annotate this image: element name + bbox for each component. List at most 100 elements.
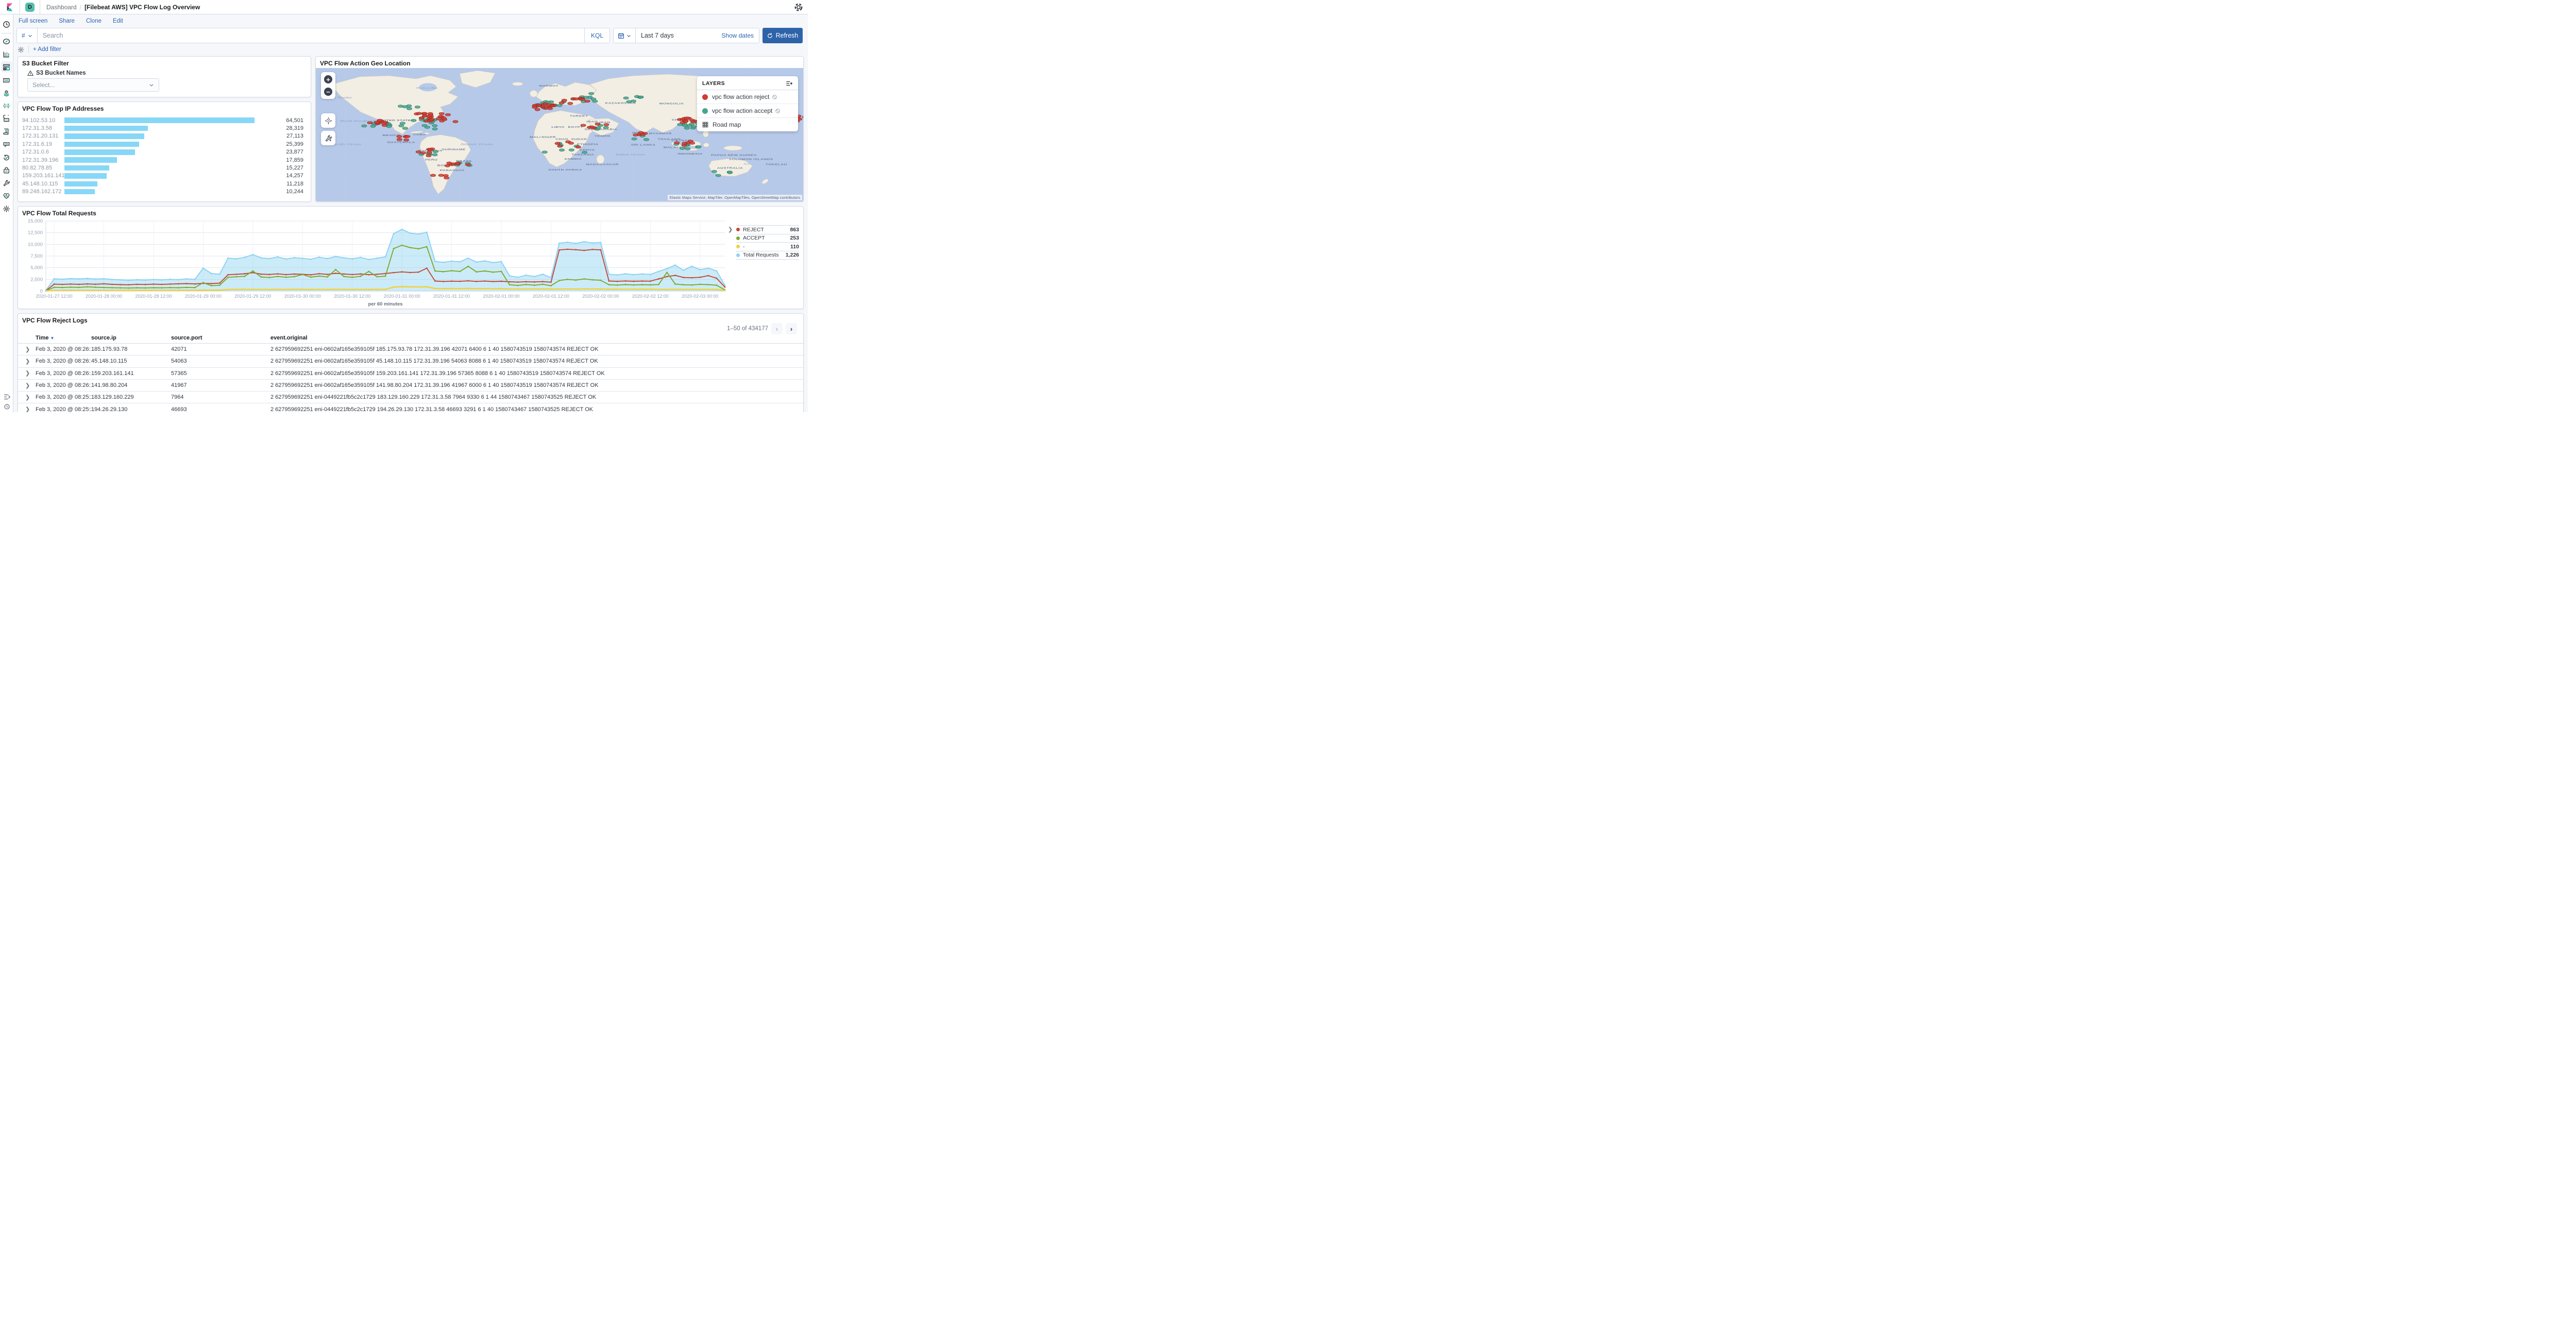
reject-dot[interactable] (682, 142, 688, 145)
show-dates-button[interactable]: Show dates (721, 32, 754, 39)
accept-dot[interactable] (588, 92, 595, 95)
sidebar-item-machine-learning[interactable] (1, 100, 12, 111)
ip-bar[interactable] (64, 181, 98, 187)
space-avatar[interactable]: D (25, 2, 35, 12)
ip-bar[interactable] (64, 117, 255, 123)
table-row[interactable]: ❯ Feb 3, 2020 @ 08:26:14.000185.175.93.78… (18, 344, 803, 356)
accept-dot[interactable] (411, 118, 417, 122)
reject-dot[interactable] (415, 150, 421, 154)
ip-bar[interactable] (64, 149, 135, 155)
menu-link-share[interactable]: Share (59, 18, 75, 24)
legend-item-reject[interactable]: REJECT 863 (736, 225, 799, 234)
breadcrumb-dashboard[interactable]: Dashboard (46, 3, 77, 11)
sidebar-item-management[interactable] (1, 203, 12, 214)
reject-dot[interactable] (420, 151, 427, 155)
reject-dot[interactable] (421, 112, 428, 115)
reject-dot[interactable] (367, 121, 373, 125)
sidebar-item-stack-monitoring[interactable] (1, 190, 12, 201)
accept-dot[interactable] (398, 124, 404, 128)
reject-dot[interactable] (377, 118, 383, 122)
reject-dot[interactable] (567, 101, 573, 105)
world-map[interactable]: Pacific Ocean Atlantic Ocean Indian Ocean H… (316, 68, 803, 201)
accept-dot[interactable] (631, 137, 637, 141)
accept-dot[interactable] (643, 138, 650, 141)
add-filter-button[interactable]: + Add filter (33, 46, 61, 53)
accept-dot[interactable] (432, 153, 438, 157)
legend-item-total-requests[interactable]: Total Requests 1,226 (736, 250, 799, 260)
refresh-button[interactable]: Refresh (762, 28, 803, 43)
accept-dot[interactable] (715, 174, 721, 177)
reject-dot[interactable] (445, 164, 451, 167)
s3-bucket-select[interactable]: Select... (27, 78, 159, 92)
accept-dot[interactable] (592, 99, 598, 103)
kql-button[interactable]: KQL (584, 28, 609, 43)
expand-row-icon[interactable]: ❯ (25, 394, 30, 401)
ip-bar[interactable] (64, 173, 107, 179)
sidebar-item-apm[interactable] (1, 139, 12, 150)
collapse-layers-icon[interactable] (786, 80, 793, 87)
accept-dot[interactable] (684, 126, 690, 130)
zoom-in-button[interactable]: + (324, 75, 332, 83)
accept-dot[interactable] (559, 148, 565, 152)
sidebar-item-infrastructure[interactable] (1, 113, 12, 124)
layer-item-vpc-flow-action-reject[interactable]: vpc flow action reject (697, 90, 798, 104)
table-row[interactable]: ❯ Feb 3, 2020 @ 08:25:25.000183.129.160.2… (18, 392, 803, 404)
reject-dot[interactable] (430, 174, 436, 177)
expand-row-icon[interactable]: ❯ (25, 382, 30, 389)
accept-dot[interactable] (682, 124, 688, 127)
reject-dot[interactable] (403, 138, 410, 142)
reject-dot[interactable] (396, 135, 402, 138)
layer-item-vpc-flow-action-accept[interactable]: vpc flow action accept (697, 104, 798, 118)
accept-dot[interactable] (406, 107, 413, 110)
ip-bar[interactable] (64, 165, 110, 171)
accept-dot[interactable] (727, 171, 733, 174)
accept-dot[interactable] (432, 127, 438, 131)
reject-dot[interactable] (404, 135, 411, 138)
sidebar-item-recently-viewed[interactable] (1, 19, 12, 30)
reject-dot[interactable] (534, 108, 540, 111)
accept-dot[interactable] (568, 148, 574, 151)
sidebar-item-canvas[interactable] (1, 74, 12, 86)
reject-dot[interactable] (557, 144, 563, 148)
expand-row-icon[interactable]: ❯ (25, 370, 30, 377)
menu-link-clone[interactable]: Clone (86, 18, 101, 24)
reject-dot[interactable] (558, 101, 565, 105)
sidebar-item-dev-tools[interactable] (1, 177, 12, 189)
reject-dot[interactable] (561, 98, 567, 102)
ip-bar[interactable] (64, 157, 117, 163)
accept-dot[interactable] (603, 126, 609, 129)
map-tools-button[interactable] (321, 131, 335, 145)
reject-dot[interactable] (454, 162, 460, 165)
ip-bar[interactable] (64, 133, 144, 139)
reject-dot[interactable] (589, 125, 595, 129)
table-row[interactable]: ❯ Feb 3, 2020 @ 08:26:14.00045.148.10.115… (18, 355, 803, 368)
column-header-source-port[interactable]: source.port (171, 334, 202, 341)
dock-navigation-icon[interactable] (4, 394, 10, 400)
column-header-event-original[interactable]: event.original (270, 334, 308, 341)
reject-dot[interactable] (603, 123, 609, 126)
reject-dot[interactable] (438, 112, 445, 115)
column-header-Time[interactable]: Time ▼ (36, 334, 55, 341)
search-input[interactable] (37, 28, 584, 43)
legend-expand-icon[interactable]: ❯ (728, 227, 733, 233)
reject-dot[interactable] (580, 124, 586, 127)
reject-dot[interactable] (445, 113, 451, 116)
reject-dot[interactable] (684, 116, 690, 120)
reject-dot[interactable] (802, 115, 803, 118)
expand-row-icon[interactable]: ❯ (25, 346, 30, 353)
zoom-out-button[interactable]: − (324, 88, 332, 96)
accept-dot[interactable] (696, 145, 702, 149)
reject-dot[interactable] (426, 154, 432, 158)
reject-dot[interactable] (452, 120, 459, 123)
next-page-button[interactable]: › (786, 323, 797, 334)
reject-dot[interactable] (580, 98, 586, 101)
accept-dot[interactable] (399, 122, 405, 125)
fit-to-data-button[interactable] (321, 113, 335, 128)
legend-item--[interactable]: - 110 (736, 242, 799, 251)
accept-dot[interactable] (432, 124, 438, 127)
accept-dot[interactable] (541, 150, 548, 154)
reject-dot[interactable] (547, 107, 553, 110)
table-row[interactable]: ❯ Feb 3, 2020 @ 08:26:14.000141.98.80.204… (18, 379, 803, 392)
menu-link-edit[interactable]: Edit (113, 18, 123, 24)
reject-dot[interactable] (437, 115, 444, 118)
